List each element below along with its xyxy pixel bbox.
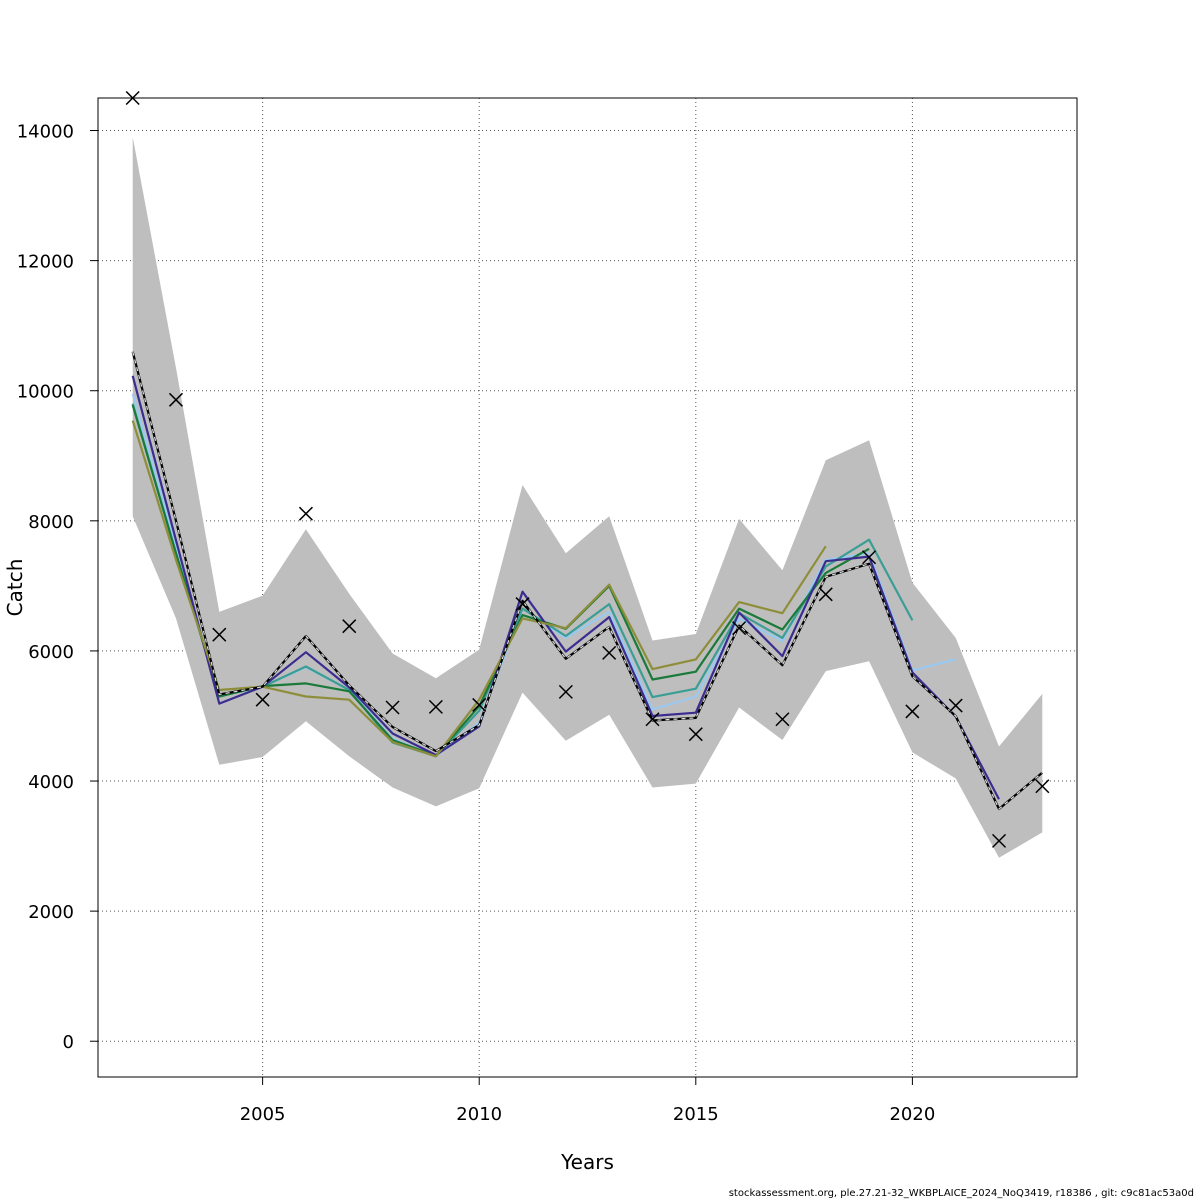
observed-point-stroke [991,833,1007,848]
observed-point [645,712,660,727]
y-tick-label: 12000 [17,252,74,273]
observed-point-stroke [862,550,877,565]
x-tick-label: 2020 [889,1104,935,1125]
observed-point [991,833,1007,848]
observed-points [125,90,1050,848]
observed-point-stroke [168,392,184,407]
y-tick-label: 4000 [28,772,74,793]
observed-point-stroke [948,698,963,713]
y-tick-label: 8000 [28,512,74,533]
observed-point-stroke [472,697,487,712]
observed-point-stroke [1035,779,1050,794]
confidence-band [132,137,1043,858]
observed-point-stroke [688,727,703,742]
observed-point [558,684,573,699]
observed-point-stroke [428,699,443,714]
observed-point [342,619,357,634]
observed-point-stroke [905,704,920,719]
observed-point [515,597,530,612]
x-tick-label: 2010 [456,1104,502,1125]
observed-point-stroke [602,645,617,660]
observed-point [472,697,487,712]
y-axis-label: Catch [3,559,27,617]
observed-point-stroke [775,712,790,727]
observed-point [212,627,227,642]
observed-point-stroke [515,597,530,612]
observed-point [688,727,703,742]
y-tick-label: 0 [63,1032,74,1053]
observed-point-stroke [385,700,400,715]
base-estimate-dash [132,351,1043,810]
observed-point [385,700,400,715]
observed-point-stroke [645,712,660,727]
observed-point [602,645,617,660]
observed-point-stroke [558,684,573,699]
observed-point [428,699,443,714]
footer-credit: stockassessment.org, ple.27.21-32_WKBPLA… [729,1188,1194,1199]
observed-point [862,550,877,565]
y-tick-label: 14000 [17,122,74,143]
observed-point-stroke [212,627,227,642]
y-tick-label: 2000 [28,902,74,923]
x-tick-label: 2015 [673,1104,719,1125]
observed-point [732,621,747,636]
observed-point-stroke [342,619,357,634]
observed-point [905,704,920,719]
x-tick-label: 2005 [240,1104,286,1125]
y-tick-label: 6000 [28,642,74,663]
y-tick-label: 10000 [17,382,74,403]
x-axis: 2005 2010 2015 2020 [240,1077,935,1125]
observed-point [1035,779,1050,794]
series-line-5 [131,420,827,758]
observed-point [818,587,833,602]
observed-point [168,392,184,407]
observed-point-stroke [298,506,313,521]
observed-point-stroke [732,621,747,636]
observed-point [775,712,790,727]
base-estimate [131,351,1044,811]
observed-point-stroke [818,587,833,602]
series-line-4 [131,375,1000,800]
y-axis: 0 2000 4000 6000 8000 10000 12000 14000 [17,122,98,1053]
observed-point [948,698,963,713]
observed-point [298,506,313,521]
observed-point-stroke [255,692,270,707]
plot-frame [97,97,1078,1078]
observed-point [255,692,270,707]
x-axis-label: Years [560,1150,614,1174]
confidence-band-area [132,137,1043,858]
